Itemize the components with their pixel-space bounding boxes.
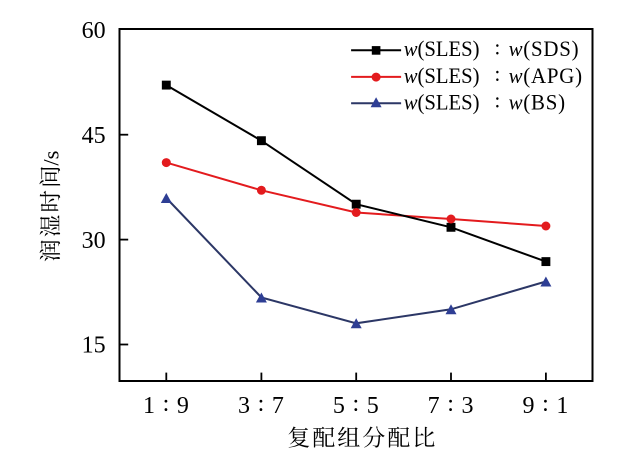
svg-text:1 : 9: 1 : 9: [143, 391, 190, 419]
svg-text:w(SLES): w(SLES): [404, 63, 480, 88]
svg-text:3 : 7: 3 : 7: [238, 391, 285, 419]
svg-text:w(SLES): w(SLES): [404, 37, 480, 62]
svg-text:60: 60: [82, 18, 106, 44]
svg-text:w(BS): w(BS): [509, 90, 566, 115]
svg-text::: :: [495, 62, 501, 87]
svg-text:5 : 5: 5 : 5: [333, 391, 380, 419]
svg-text:7 : 3: 7 : 3: [428, 391, 475, 419]
svg-text:/s: /s: [38, 151, 63, 166]
svg-text:w(SLES): w(SLES): [404, 90, 480, 115]
svg-text:15: 15: [82, 333, 106, 359]
svg-text:w(SDS): w(SDS): [509, 37, 580, 62]
svg-text:45: 45: [82, 123, 106, 149]
svg-text:9 : 1: 9 : 1: [523, 391, 570, 419]
svg-text:30: 30: [82, 228, 106, 254]
svg-text::: :: [495, 88, 501, 113]
svg-text:w(APG): w(APG): [509, 63, 583, 88]
svg-text::: :: [495, 35, 501, 60]
